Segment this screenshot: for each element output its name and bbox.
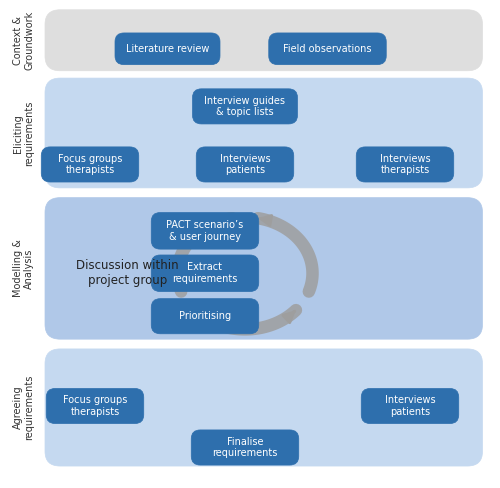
FancyBboxPatch shape [151, 299, 259, 334]
FancyBboxPatch shape [192, 89, 298, 124]
Text: Context &
Groundwork: Context & Groundwork [12, 10, 34, 70]
Text: Interviews
patients: Interviews patients [384, 395, 436, 417]
Text: Extract
requirements: Extract requirements [172, 263, 238, 284]
Text: Interviews
patients: Interviews patients [220, 154, 270, 175]
Text: Finalise
requirements: Finalise requirements [212, 437, 278, 458]
Text: Prioritising: Prioritising [179, 311, 231, 321]
Text: Focus groups
therapists: Focus groups therapists [63, 395, 127, 417]
FancyBboxPatch shape [151, 213, 259, 249]
Text: Field observations: Field observations [283, 44, 372, 54]
FancyBboxPatch shape [45, 10, 482, 71]
FancyBboxPatch shape [356, 147, 454, 182]
FancyBboxPatch shape [269, 33, 386, 64]
FancyBboxPatch shape [151, 255, 259, 291]
Text: Agreeing
requirements: Agreeing requirements [12, 375, 34, 440]
Text: Discussion within
project group: Discussion within project group [76, 259, 179, 287]
Text: Modelling &
Analysis: Modelling & Analysis [12, 240, 34, 297]
Text: Interviews
therapists: Interviews therapists [380, 154, 430, 175]
FancyBboxPatch shape [361, 388, 459, 424]
Text: Eliciting
requirements: Eliciting requirements [12, 101, 34, 166]
FancyBboxPatch shape [46, 388, 144, 424]
FancyBboxPatch shape [41, 147, 138, 182]
Text: Interview guides
& topic lists: Interview guides & topic lists [204, 96, 286, 117]
FancyBboxPatch shape [196, 147, 294, 182]
Text: PACT scenario’s
& user journey: PACT scenario’s & user journey [166, 220, 244, 242]
FancyBboxPatch shape [45, 78, 482, 188]
FancyBboxPatch shape [45, 349, 482, 466]
Text: Focus groups
therapists: Focus groups therapists [58, 154, 122, 175]
FancyBboxPatch shape [191, 430, 299, 465]
FancyBboxPatch shape [45, 198, 482, 339]
FancyBboxPatch shape [115, 33, 220, 64]
Text: Literature review: Literature review [126, 44, 209, 54]
